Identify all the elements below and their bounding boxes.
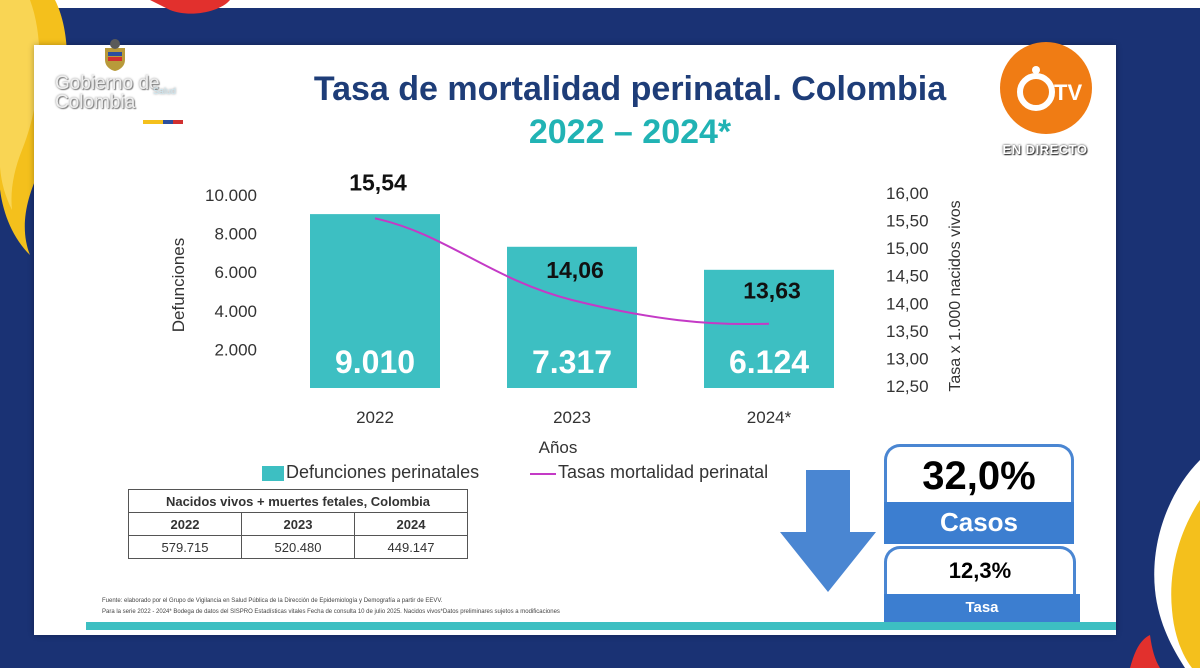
- x-axis-label: Años: [539, 438, 578, 457]
- bar-value-label: 6.124: [729, 344, 809, 380]
- line-value-label: 13,63: [743, 278, 801, 304]
- tasa-change-label: Tasa: [884, 594, 1080, 622]
- bar-defunciones: [507, 246, 637, 388]
- source-note-line2: Para la serie 2022 - 2024* Bodega de dat…: [102, 609, 560, 615]
- y-axis-tick-label: 10.000: [205, 186, 257, 205]
- y-axis-tick-label: 8.000: [214, 225, 257, 244]
- births-table-header: 2022: [128, 512, 242, 536]
- gobierno-logo-salud: Salud: [153, 86, 177, 96]
- source-note-line1: Fuente: elaborado por el Grupo de Vigila…: [102, 598, 443, 604]
- legend-swatch-bar: [262, 466, 284, 481]
- colombia-flag-stripe: [143, 120, 183, 124]
- y2-axis-tick-label: 15,50: [886, 212, 929, 231]
- bar-defunciones: [704, 269, 834, 388]
- down-arrow-icon: [780, 470, 876, 592]
- chart-subtitle: 2022 – 2024*: [528, 113, 732, 151]
- y-axis-tick-label: 2.000: [214, 340, 257, 359]
- x-axis-tick-label: 2022: [356, 408, 394, 427]
- y2-axis-tick-label: 13,00: [886, 349, 929, 368]
- births-table-value-row: 579.715 520.480 449.147: [128, 535, 468, 559]
- slide-bottom-bar: [86, 622, 1116, 630]
- y-axis-tick-label: 4.000: [214, 302, 257, 321]
- y2-axis-tick-label: 16,00: [886, 184, 929, 203]
- y2-axis-tick-label: 12,50: [886, 377, 929, 396]
- tasa-change-value: 12,3%: [884, 546, 1076, 594]
- legend-swatch-line: [530, 473, 556, 475]
- line-value-label: 14,06: [546, 257, 604, 283]
- coat-of-arms-icon: [105, 39, 125, 71]
- births-table-title: Nacidos vivos + muertes fetales, Colombi…: [128, 489, 468, 513]
- decorative-swirl-top-red: [150, 0, 230, 14]
- tv-logo-text: TV: [1054, 80, 1082, 105]
- casos-change-label: Casos: [884, 502, 1074, 544]
- bar-defunciones: [310, 214, 440, 388]
- x-axis-tick-label: 2024*: [747, 408, 792, 427]
- gobierno-colombia-logo: Gobierno de Colombia Salud: [55, 38, 185, 133]
- gobierno-logo-line1: Gobierno de: [55, 73, 160, 94]
- x-axis-tick-label: 2023: [553, 408, 591, 427]
- births-table-header: 2023: [241, 512, 355, 536]
- y2-axis-tick-label: 13,50: [886, 322, 929, 341]
- y2-axis-tick-label: 15,00: [886, 239, 929, 258]
- births-table-title-row: Nacidos vivos + muertes fetales, Colombi…: [128, 489, 468, 513]
- gobierno-logo-text: Gobierno de Colombia: [55, 74, 185, 112]
- births-table-header: 2024: [354, 512, 468, 536]
- y-axis-tick-label: 6.000: [214, 263, 257, 282]
- chart-legend: Defunciones perinatales Tasas mortalidad…: [262, 462, 822, 484]
- births-table-header-row: 2022 2023 2024: [128, 512, 468, 536]
- legend-label-defunciones: Defunciones perinatales: [286, 462, 480, 482]
- births-table: Nacidos vivos + muertes fetales, Colombi…: [128, 489, 468, 559]
- legend-label-tasas: Tasas mortalidad perinatal: [558, 462, 769, 482]
- decorative-swirl-bottom-right: [1130, 460, 1200, 668]
- tv-channel-logo-icon: TV: [1000, 42, 1092, 134]
- bar-value-label: 7.317: [532, 344, 612, 380]
- y2-axis-label: Tasa x 1.000 nacidos vivos: [947, 200, 964, 391]
- casos-change-value: 32,0%: [884, 444, 1074, 502]
- births-table-cell: 579.715: [128, 535, 242, 559]
- births-table-cell: 449.147: [354, 535, 468, 559]
- bar-value-label: 9.010: [335, 344, 415, 380]
- y2-axis-tick-label: 14,50: [886, 267, 929, 286]
- births-table-cell: 520.480: [241, 535, 355, 559]
- line-value-label: 15,54: [349, 169, 407, 195]
- line-tasa-mortalidad: [374, 217, 770, 326]
- y-axis-label: Defunciones: [169, 238, 188, 333]
- source-note: Fuente: elaborado por el Grupo de Vigila…: [102, 596, 742, 618]
- chart-title: Tasa de mortalidad perinatal. Colombia: [313, 70, 947, 108]
- gobierno-logo-line2: Colombia: [55, 92, 136, 113]
- frame-top-strip: [0, 0, 1200, 8]
- live-label: EN DIRECTO: [1002, 142, 1088, 157]
- y2-axis-tick-label: 14,00: [886, 294, 929, 313]
